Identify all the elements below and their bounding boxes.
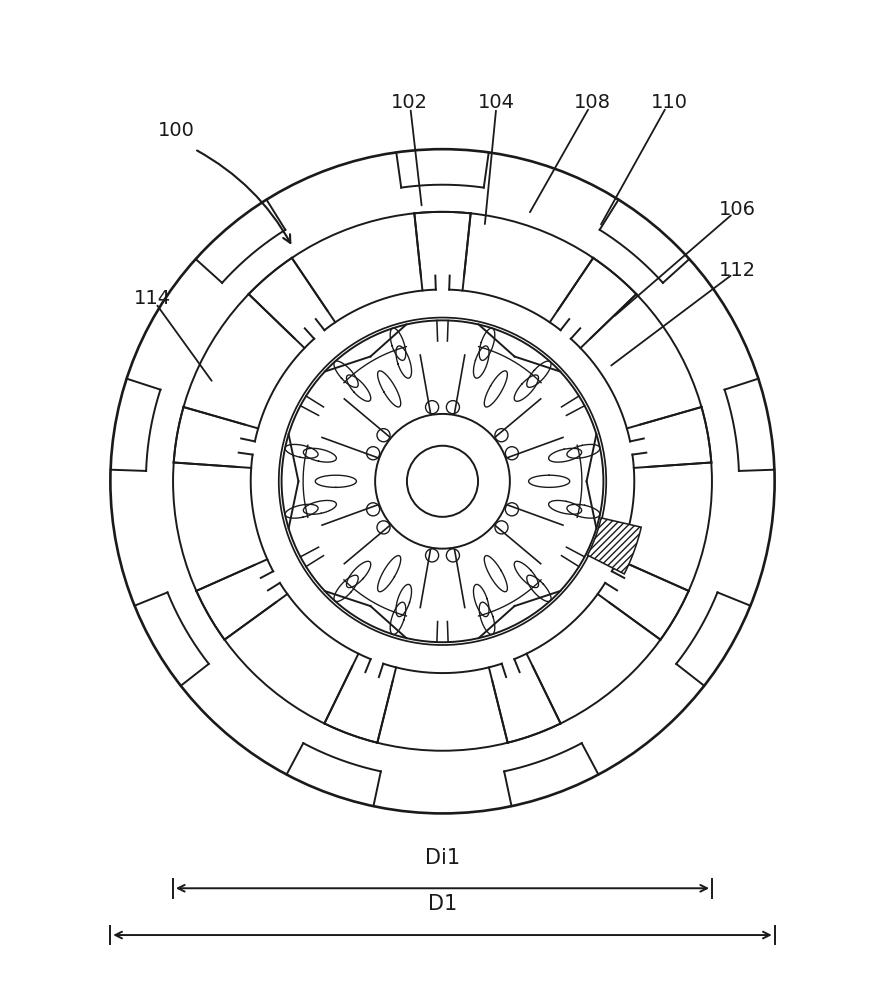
Text: 102: 102 xyxy=(391,93,428,112)
Text: 114: 114 xyxy=(134,289,171,308)
Text: 100: 100 xyxy=(158,121,195,140)
Text: 104: 104 xyxy=(478,93,515,112)
Text: D1: D1 xyxy=(427,894,458,914)
Text: 106: 106 xyxy=(719,200,756,219)
Text: Di1: Di1 xyxy=(425,848,460,868)
Text: 110: 110 xyxy=(650,93,688,112)
Text: 112: 112 xyxy=(719,261,756,280)
Polygon shape xyxy=(588,518,642,574)
Text: 108: 108 xyxy=(573,93,611,112)
